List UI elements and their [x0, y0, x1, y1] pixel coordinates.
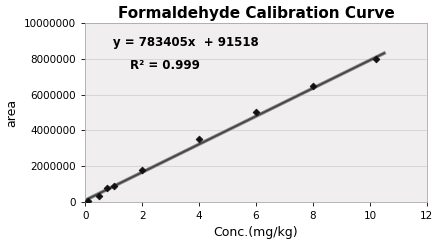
X-axis label: Conc.(mg/kg): Conc.(mg/kg): [213, 226, 298, 239]
Y-axis label: area: area: [6, 98, 18, 127]
Text: R² = 0.999: R² = 0.999: [129, 59, 199, 72]
Title: Formaldehyde Calibration Curve: Formaldehyde Calibration Curve: [117, 6, 393, 21]
Text: y = 783405x  + 91518: y = 783405x + 91518: [112, 36, 258, 49]
